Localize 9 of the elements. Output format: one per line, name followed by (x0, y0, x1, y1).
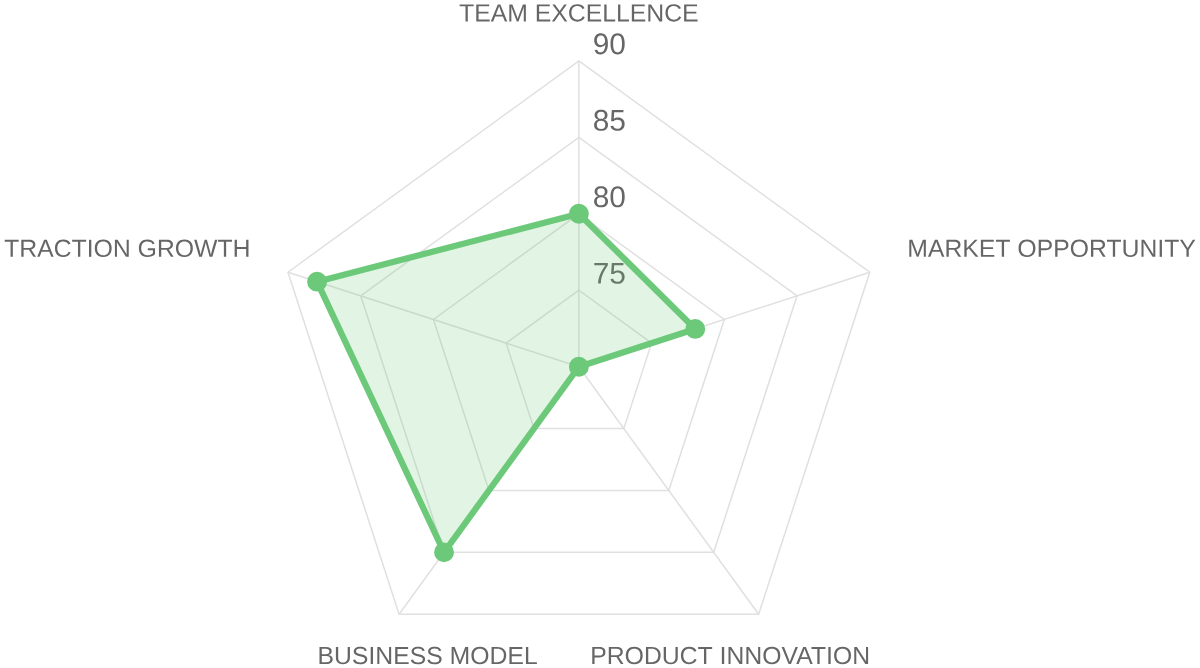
y-tick-label: 75 (594, 262, 625, 284)
y-tick-label: 85 (594, 109, 625, 131)
y-tick-label: 80 (594, 186, 625, 208)
spoke-label: BUSINESS MODEL (319, 646, 537, 665)
spoke-label: TRACTION GROWTH (4, 239, 249, 257)
y-tick-label: 90 (594, 33, 625, 55)
spoke-label: PRODUCT INNOVATION (592, 646, 869, 665)
spoke-label: TEAM EXCELLENCE (459, 3, 698, 22)
spoke-label: MARKET OPPORTUNITY (909, 239, 1196, 257)
